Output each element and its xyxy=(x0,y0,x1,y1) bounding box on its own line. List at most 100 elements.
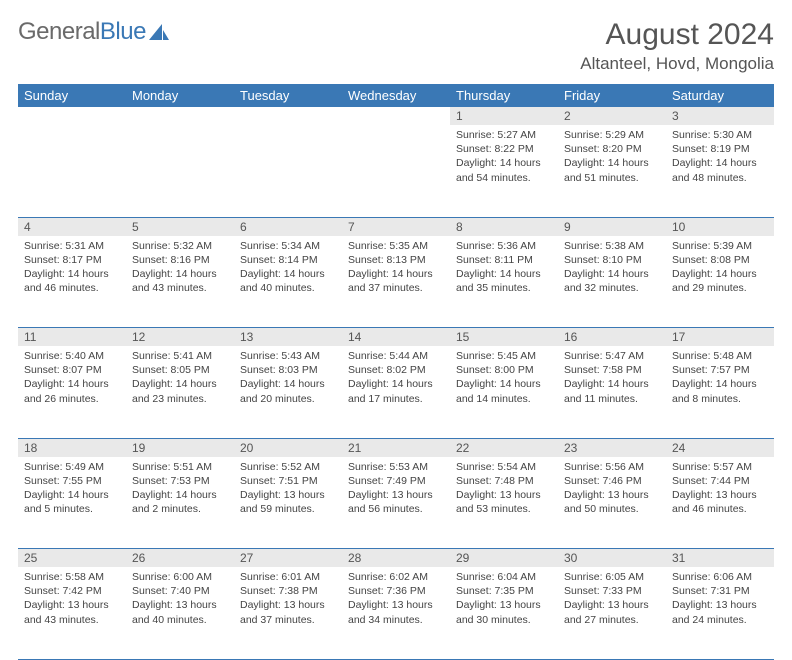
day-content: Sunrise: 5:41 AMSunset: 8:05 PMDaylight:… xyxy=(126,346,234,410)
day-content: Sunrise: 6:02 AMSunset: 7:36 PMDaylight:… xyxy=(342,567,450,631)
day-content: Sunrise: 6:05 AMSunset: 7:33 PMDaylight:… xyxy=(558,567,666,631)
daynum-row: 25262728293031 xyxy=(18,549,774,568)
day-cell: Sunrise: 5:27 AMSunset: 8:22 PMDaylight:… xyxy=(450,125,558,217)
day-content: Sunrise: 5:52 AMSunset: 7:51 PMDaylight:… xyxy=(234,457,342,521)
logo-sail-icon xyxy=(148,22,170,42)
weekday-header: Sunday xyxy=(18,84,126,107)
day-cell xyxy=(126,125,234,217)
day-number: 20 xyxy=(234,439,342,457)
day-number: 31 xyxy=(666,549,774,567)
day-cell: Sunrise: 5:31 AMSunset: 8:17 PMDaylight:… xyxy=(18,236,126,328)
day-cell: Sunrise: 5:41 AMSunset: 8:05 PMDaylight:… xyxy=(126,346,234,438)
calendar-table: Sunday Monday Tuesday Wednesday Thursday… xyxy=(18,84,774,660)
day-number: 28 xyxy=(342,549,450,567)
weekday-header: Thursday xyxy=(450,84,558,107)
day-cell: Sunrise: 5:49 AMSunset: 7:55 PMDaylight:… xyxy=(18,457,126,549)
day-cell: Sunrise: 5:56 AMSunset: 7:46 PMDaylight:… xyxy=(558,457,666,549)
day-content: Sunrise: 5:56 AMSunset: 7:46 PMDaylight:… xyxy=(558,457,666,521)
day-content: Sunrise: 5:27 AMSunset: 8:22 PMDaylight:… xyxy=(450,125,558,189)
day-cell: Sunrise: 6:01 AMSunset: 7:38 PMDaylight:… xyxy=(234,567,342,659)
day-cell: Sunrise: 5:53 AMSunset: 7:49 PMDaylight:… xyxy=(342,457,450,549)
day-number: 4 xyxy=(18,218,126,236)
day-number xyxy=(342,107,450,125)
day-content: Sunrise: 5:58 AMSunset: 7:42 PMDaylight:… xyxy=(18,567,126,631)
day-number: 13 xyxy=(234,328,342,346)
day-content: Sunrise: 5:49 AMSunset: 7:55 PMDaylight:… xyxy=(18,457,126,521)
day-cell: Sunrise: 5:34 AMSunset: 8:14 PMDaylight:… xyxy=(234,236,342,328)
day-cell: Sunrise: 5:36 AMSunset: 8:11 PMDaylight:… xyxy=(450,236,558,328)
week-row: Sunrise: 5:27 AMSunset: 8:22 PMDaylight:… xyxy=(18,125,774,217)
day-number: 14 xyxy=(342,328,450,346)
day-content: Sunrise: 5:53 AMSunset: 7:49 PMDaylight:… xyxy=(342,457,450,521)
day-cell: Sunrise: 5:30 AMSunset: 8:19 PMDaylight:… xyxy=(666,125,774,217)
day-content: Sunrise: 5:35 AMSunset: 8:13 PMDaylight:… xyxy=(342,236,450,300)
month-title: August 2024 xyxy=(580,18,774,52)
day-content: Sunrise: 6:06 AMSunset: 7:31 PMDaylight:… xyxy=(666,567,774,631)
day-number: 11 xyxy=(18,328,126,346)
week-row: Sunrise: 5:40 AMSunset: 8:07 PMDaylight:… xyxy=(18,346,774,438)
day-number: 2 xyxy=(558,107,666,125)
day-number xyxy=(18,107,126,125)
day-content: Sunrise: 5:57 AMSunset: 7:44 PMDaylight:… xyxy=(666,457,774,521)
day-cell: Sunrise: 5:57 AMSunset: 7:44 PMDaylight:… xyxy=(666,457,774,549)
day-cell: Sunrise: 5:44 AMSunset: 8:02 PMDaylight:… xyxy=(342,346,450,438)
day-cell: Sunrise: 5:43 AMSunset: 8:03 PMDaylight:… xyxy=(234,346,342,438)
day-number xyxy=(234,107,342,125)
day-cell: Sunrise: 6:00 AMSunset: 7:40 PMDaylight:… xyxy=(126,567,234,659)
brand-part2: Blue xyxy=(100,18,146,46)
day-content: Sunrise: 5:51 AMSunset: 7:53 PMDaylight:… xyxy=(126,457,234,521)
day-number: 12 xyxy=(126,328,234,346)
day-number: 6 xyxy=(234,218,342,236)
day-number: 9 xyxy=(558,218,666,236)
weekday-header: Monday xyxy=(126,84,234,107)
day-number: 19 xyxy=(126,439,234,457)
day-cell: Sunrise: 5:45 AMSunset: 8:00 PMDaylight:… xyxy=(450,346,558,438)
brand-logo: GeneralBlue xyxy=(18,18,170,46)
day-cell xyxy=(234,125,342,217)
day-content: Sunrise: 5:43 AMSunset: 8:03 PMDaylight:… xyxy=(234,346,342,410)
day-number: 16 xyxy=(558,328,666,346)
daynum-row: 18192021222324 xyxy=(18,438,774,457)
day-content: Sunrise: 5:39 AMSunset: 8:08 PMDaylight:… xyxy=(666,236,774,300)
day-cell: Sunrise: 5:47 AMSunset: 7:58 PMDaylight:… xyxy=(558,346,666,438)
day-content: Sunrise: 5:34 AMSunset: 8:14 PMDaylight:… xyxy=(234,236,342,300)
day-cell: Sunrise: 5:48 AMSunset: 7:57 PMDaylight:… xyxy=(666,346,774,438)
week-row: Sunrise: 5:49 AMSunset: 7:55 PMDaylight:… xyxy=(18,457,774,549)
day-cell xyxy=(342,125,450,217)
daynum-row: 45678910 xyxy=(18,217,774,236)
day-cell xyxy=(18,125,126,217)
day-content: Sunrise: 5:44 AMSunset: 8:02 PMDaylight:… xyxy=(342,346,450,410)
day-cell: Sunrise: 6:02 AMSunset: 7:36 PMDaylight:… xyxy=(342,567,450,659)
day-content: Sunrise: 5:36 AMSunset: 8:11 PMDaylight:… xyxy=(450,236,558,300)
day-content: Sunrise: 5:54 AMSunset: 7:48 PMDaylight:… xyxy=(450,457,558,521)
weekday-header: Tuesday xyxy=(234,84,342,107)
day-number: 29 xyxy=(450,549,558,567)
day-cell: Sunrise: 5:52 AMSunset: 7:51 PMDaylight:… xyxy=(234,457,342,549)
location-label: Altanteel, Hovd, Mongolia xyxy=(580,54,774,74)
day-cell: Sunrise: 5:54 AMSunset: 7:48 PMDaylight:… xyxy=(450,457,558,549)
day-content: Sunrise: 5:31 AMSunset: 8:17 PMDaylight:… xyxy=(18,236,126,300)
day-cell: Sunrise: 5:29 AMSunset: 8:20 PMDaylight:… xyxy=(558,125,666,217)
day-number: 23 xyxy=(558,439,666,457)
day-number: 25 xyxy=(18,549,126,567)
weekday-header-row: Sunday Monday Tuesday Wednesday Thursday… xyxy=(18,84,774,107)
day-cell: Sunrise: 5:58 AMSunset: 7:42 PMDaylight:… xyxy=(18,567,126,659)
day-number: 17 xyxy=(666,328,774,346)
day-number: 18 xyxy=(18,439,126,457)
daynum-row: 11121314151617 xyxy=(18,328,774,347)
day-content: Sunrise: 6:01 AMSunset: 7:38 PMDaylight:… xyxy=(234,567,342,631)
day-number xyxy=(126,107,234,125)
title-block: August 2024 Altanteel, Hovd, Mongolia xyxy=(580,18,774,74)
brand-part1: General xyxy=(18,18,100,46)
day-number: 7 xyxy=(342,218,450,236)
day-cell: Sunrise: 5:51 AMSunset: 7:53 PMDaylight:… xyxy=(126,457,234,549)
day-number: 21 xyxy=(342,439,450,457)
week-row: Sunrise: 5:58 AMSunset: 7:42 PMDaylight:… xyxy=(18,567,774,659)
day-number: 27 xyxy=(234,549,342,567)
daynum-row: 123 xyxy=(18,107,774,125)
day-content: Sunrise: 5:30 AMSunset: 8:19 PMDaylight:… xyxy=(666,125,774,189)
day-number: 5 xyxy=(126,218,234,236)
day-content: Sunrise: 6:04 AMSunset: 7:35 PMDaylight:… xyxy=(450,567,558,631)
weekday-header: Wednesday xyxy=(342,84,450,107)
day-content: Sunrise: 5:45 AMSunset: 8:00 PMDaylight:… xyxy=(450,346,558,410)
